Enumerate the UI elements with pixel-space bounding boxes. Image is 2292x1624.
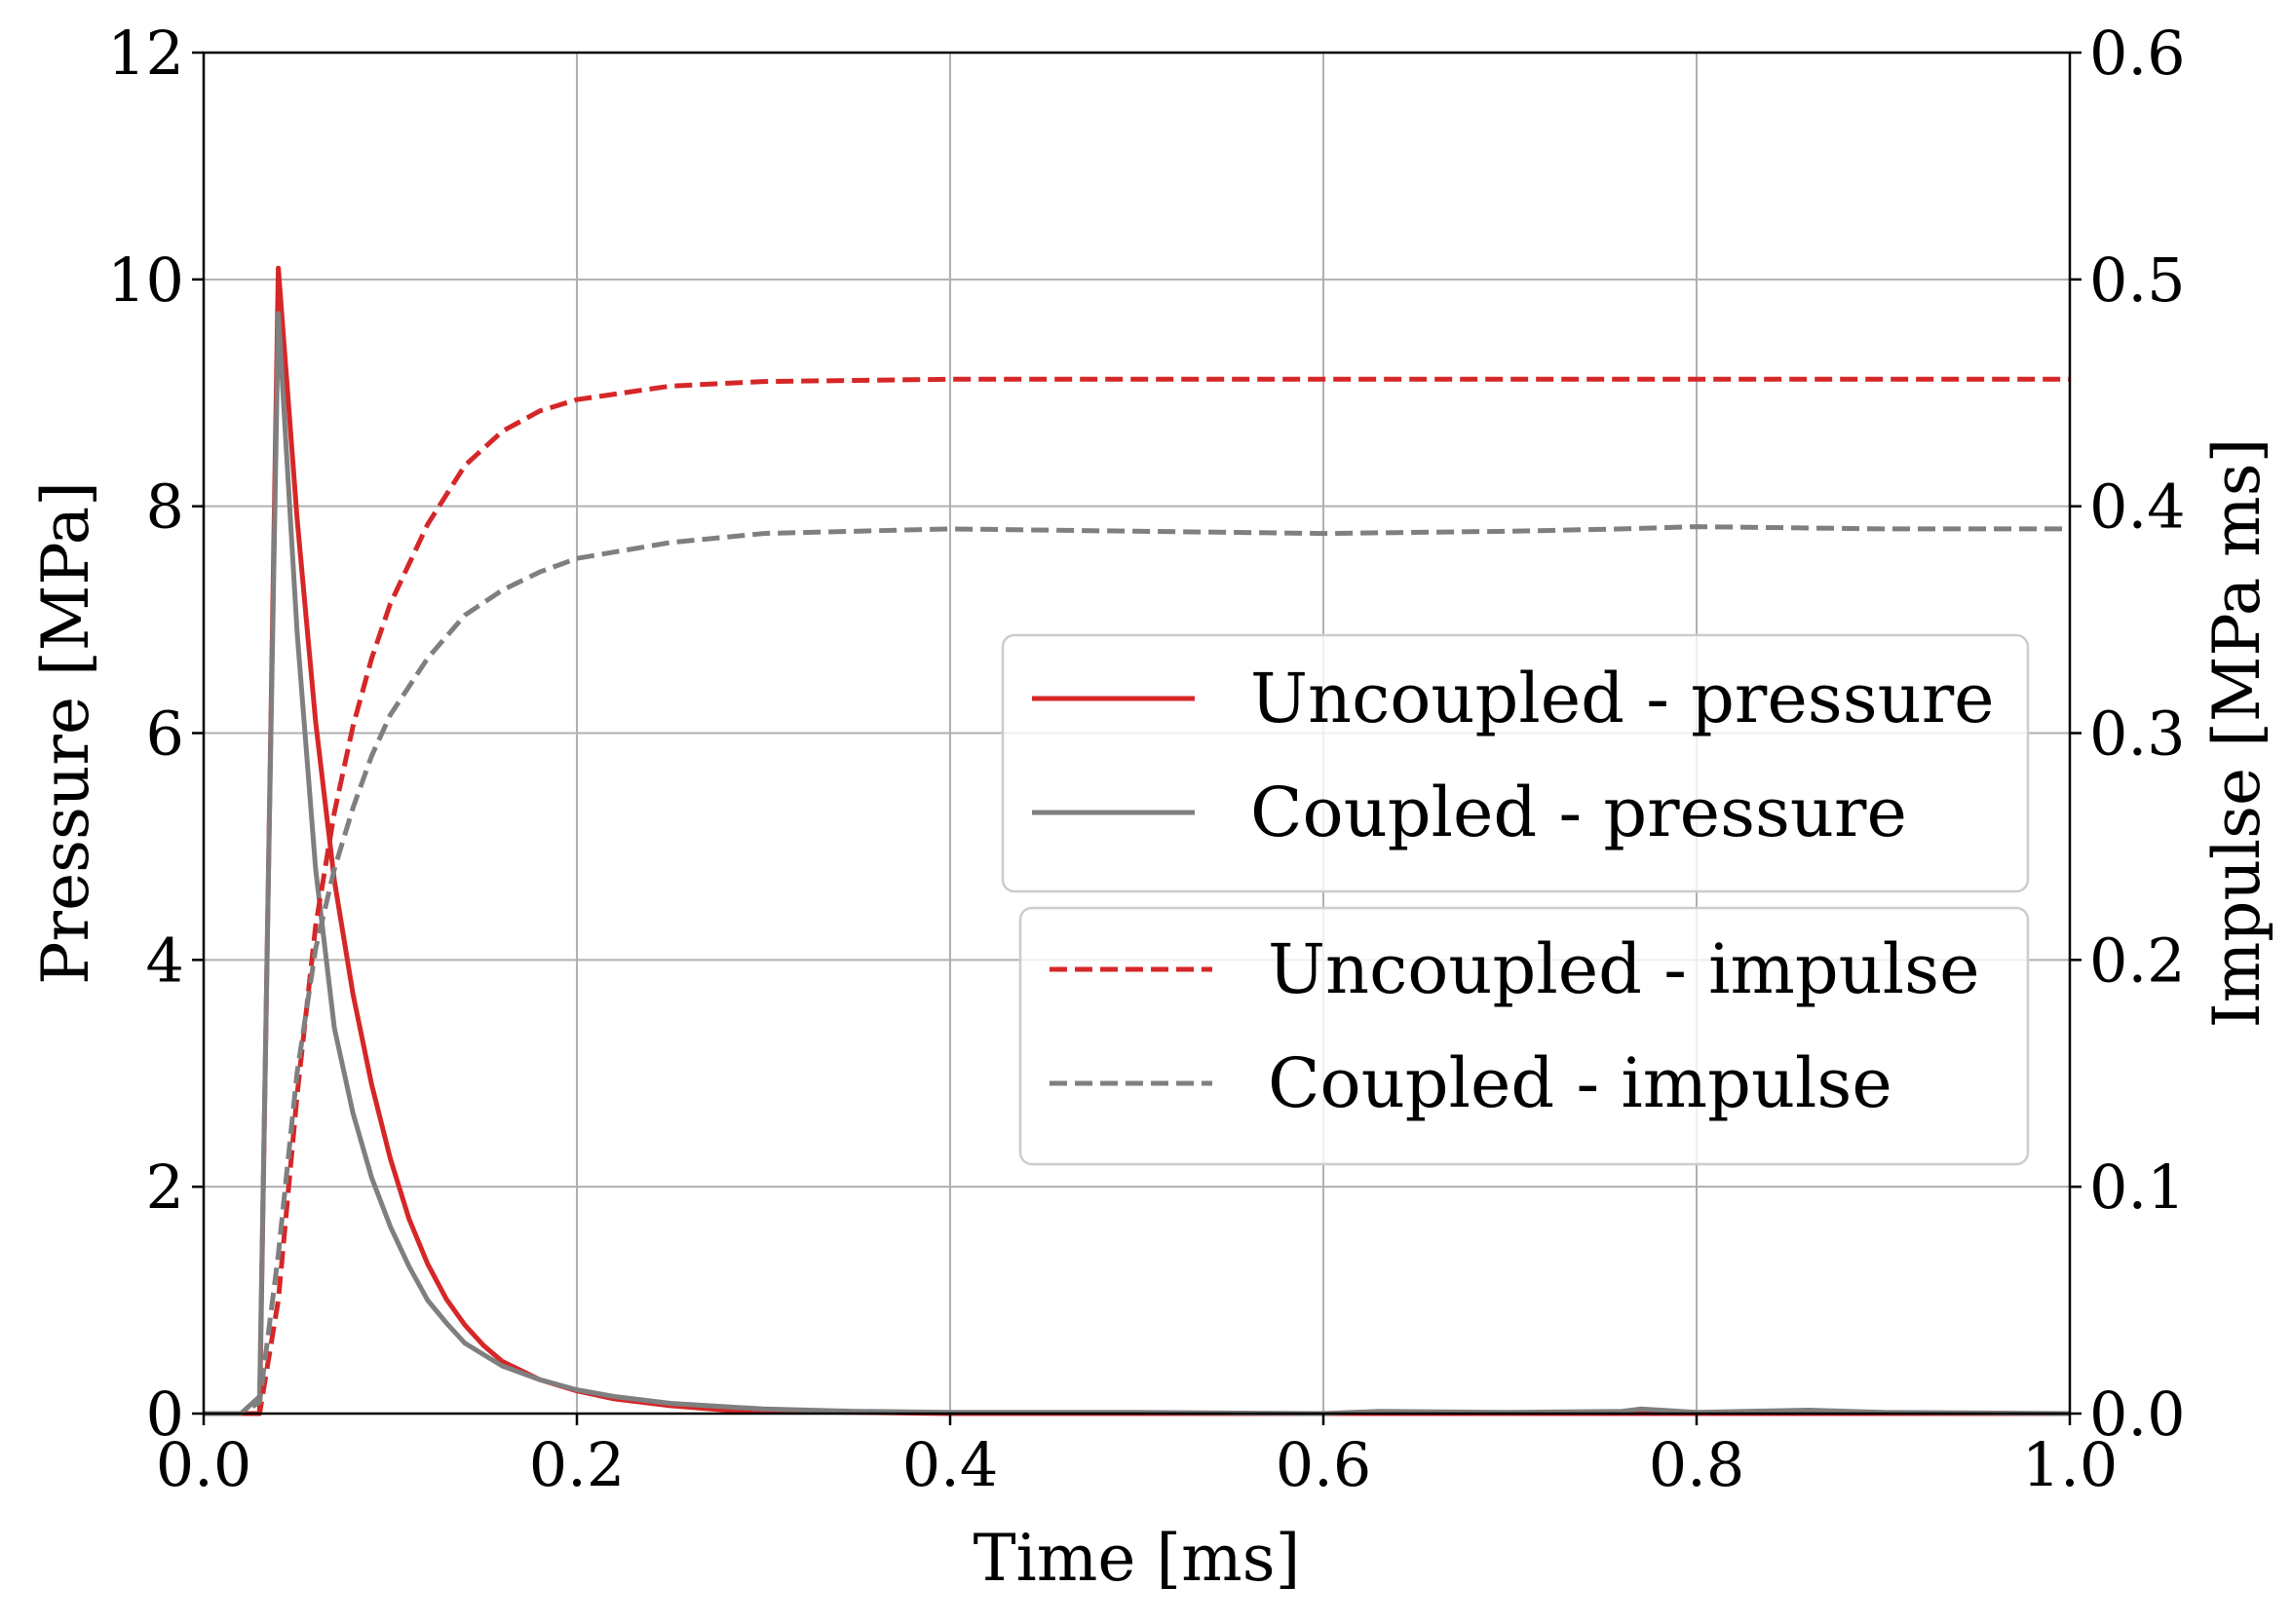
x-tick-label: 0.8 — [1649, 1429, 1745, 1500]
x-tick-label: 0.2 — [529, 1429, 626, 1500]
y-tick-label: 4 — [146, 925, 184, 996]
x-tick-label: 0.4 — [902, 1429, 999, 1500]
legend-label-uncoupled-impulse: Uncoupled - impulse — [1268, 929, 1980, 1009]
y-tick-label: 12 — [107, 18, 184, 89]
x-tick-label: 0.6 — [1276, 1429, 1372, 1500]
y2-tick-label: 0.1 — [2089, 1152, 2186, 1223]
y-tick-label: 6 — [146, 699, 184, 770]
series-coupled-pressure — [204, 311, 2071, 1416]
ticks: 0.0 0.2 0.4 0.6 0.8 1.0 0 2 4 6 8 10 12 0.0 0.1 0.2 0.3 0… — [107, 18, 2186, 1500]
y2-tick-label: 0.6 — [2089, 18, 2186, 89]
legend-pressure: Uncoupled - pressure Coupled - pressure — [1001, 633, 2030, 893]
legend-box — [1018, 906, 2030, 1166]
legend-box — [1001, 633, 2030, 893]
x-tick-label: 1.0 — [2022, 1429, 2119, 1500]
y2-axis-title: Impulse [MPa ms] — [2199, 438, 2274, 1029]
legend-impulse: Uncoupled - impulse Coupled - impulse — [1018, 906, 2030, 1166]
y-tick-label: 2 — [146, 1152, 184, 1223]
y-tick-label: 8 — [146, 472, 184, 543]
y2-tick-label: 0.0 — [2089, 1379, 2186, 1450]
legend-label-coupled-pressure: Coupled - pressure — [1250, 773, 1907, 852]
x-tick-label: 0.0 — [156, 1429, 252, 1500]
y2-tick-label: 0.5 — [2089, 245, 2186, 316]
legend-label-coupled-impulse: Coupled - impulse — [1268, 1043, 1892, 1123]
y2-tick-label: 0.3 — [2089, 699, 2186, 770]
legend-label-uncoupled-pressure: Uncoupled - pressure — [1250, 659, 1995, 738]
series-coupled-impulse — [204, 524, 2070, 1416]
y2-tick-label: 0.2 — [2089, 925, 2186, 996]
y-axis-title: Pressure [MPa] — [28, 481, 103, 985]
y-tick-label: 0 — [146, 1379, 184, 1450]
series-uncoupled-impulse — [204, 376, 2070, 1416]
y2-tick-label: 0.4 — [2089, 472, 2186, 543]
y-tick-label: 10 — [107, 245, 184, 316]
x-axis-title: Time [ms] — [974, 1521, 1301, 1596]
